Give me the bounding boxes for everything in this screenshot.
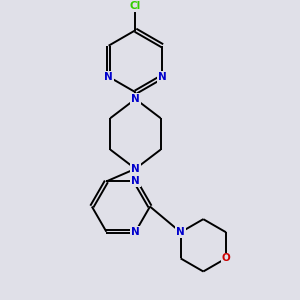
Text: O: O <box>222 254 230 263</box>
Text: N: N <box>104 72 113 82</box>
Text: N: N <box>131 94 140 104</box>
Text: N: N <box>158 72 167 82</box>
Text: N: N <box>131 176 140 186</box>
Text: Cl: Cl <box>130 1 141 11</box>
Text: N: N <box>131 164 140 174</box>
Text: N: N <box>131 227 140 237</box>
Text: N: N <box>176 227 185 237</box>
